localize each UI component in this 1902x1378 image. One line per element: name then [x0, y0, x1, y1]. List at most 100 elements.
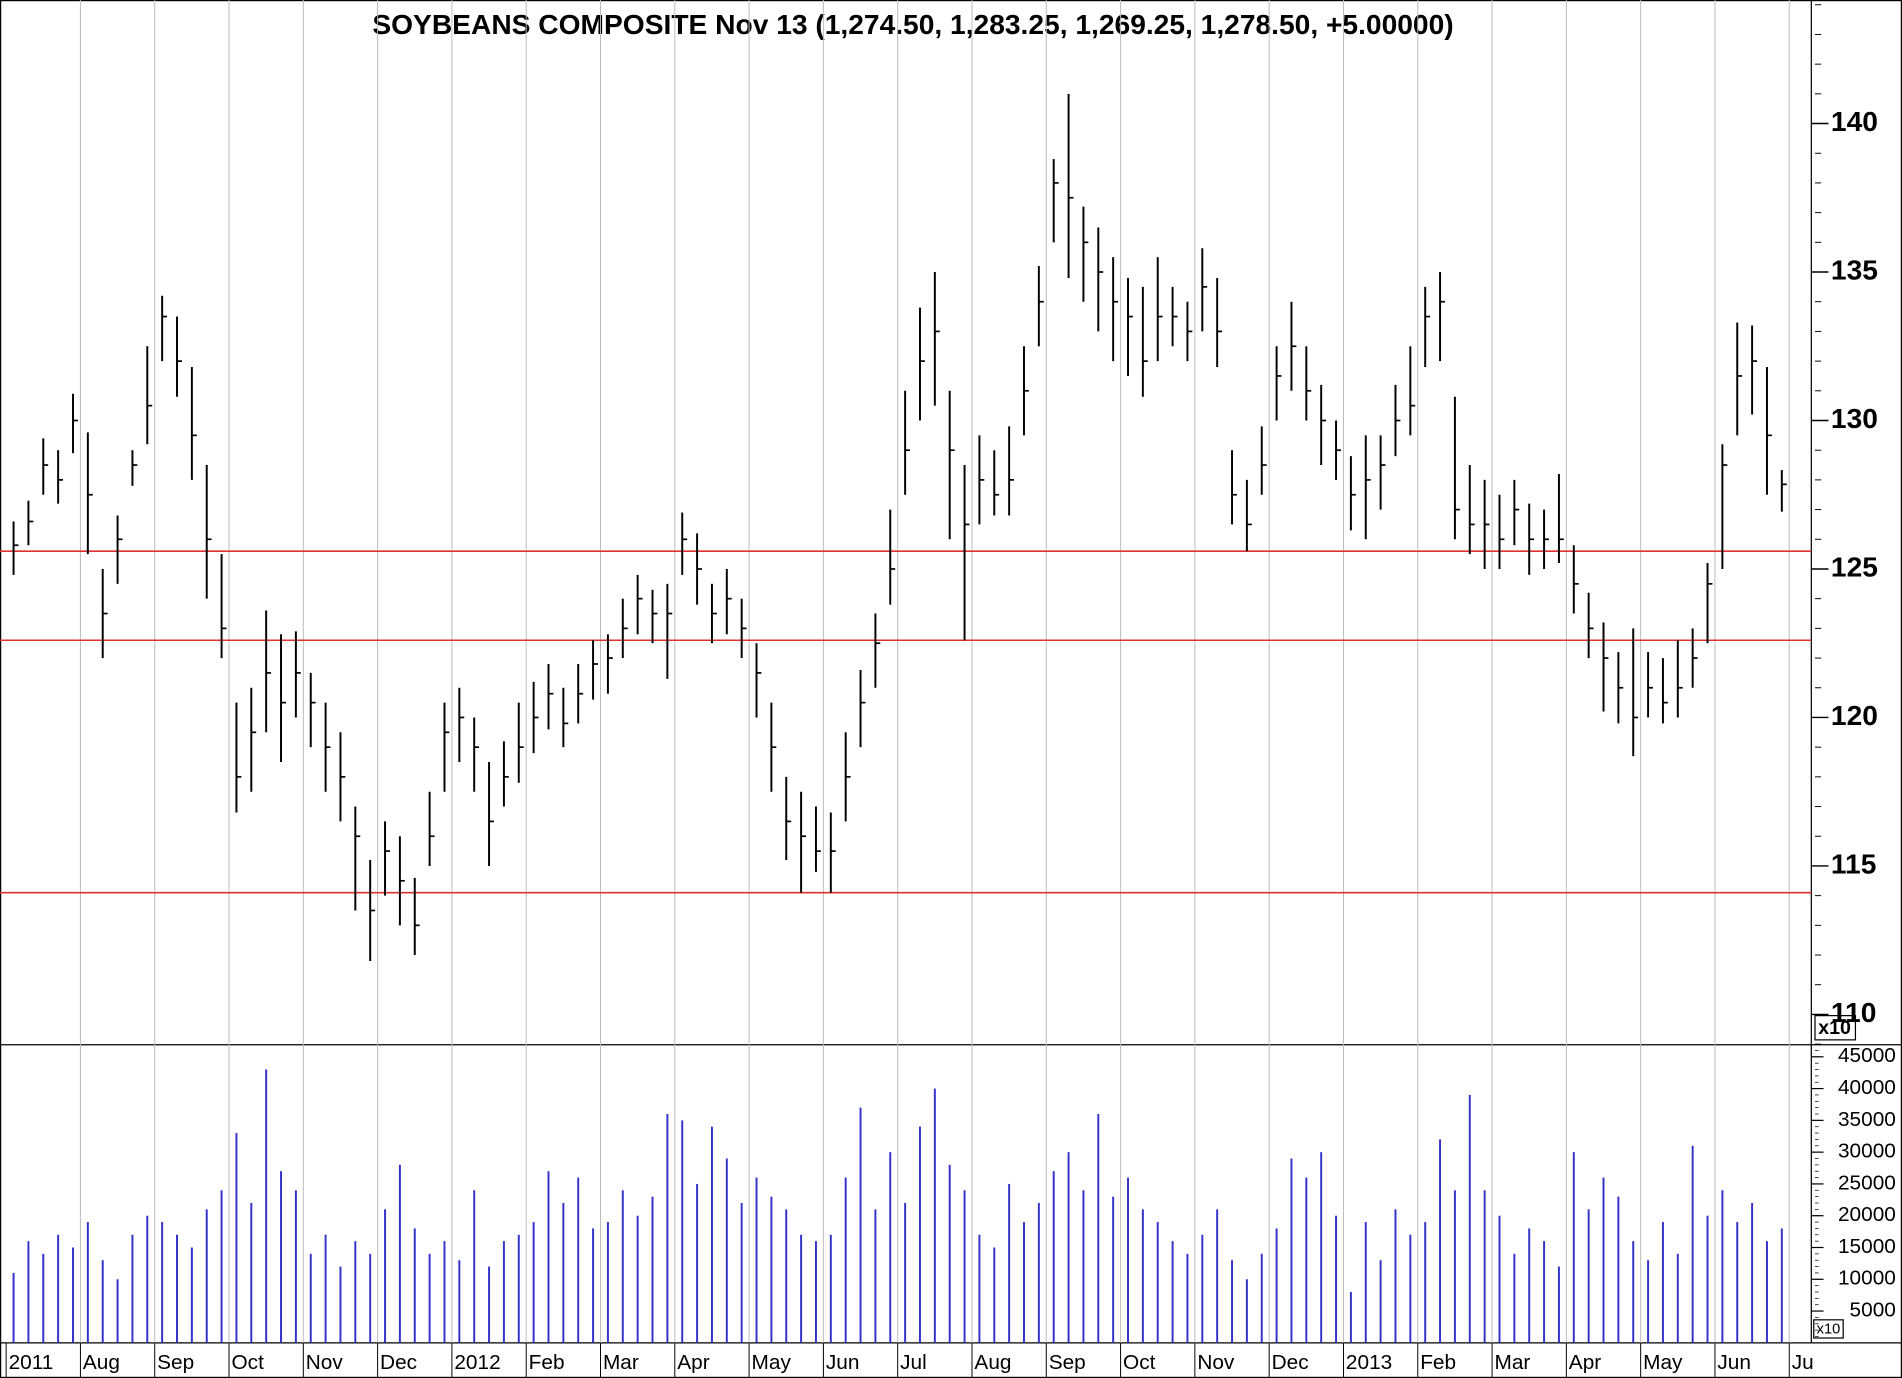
y-tick-label: 115 [1831, 848, 1876, 879]
x-tick-label: Jun [1717, 1351, 1751, 1374]
volume-bar [1349, 1291, 1352, 1343]
volume-bar [1706, 1215, 1709, 1343]
y-tick-label: 30000 [1838, 1140, 1896, 1163]
volume-bar [161, 1222, 164, 1343]
x-tick-label: Apr [1569, 1351, 1602, 1374]
volume-bar [651, 1196, 654, 1343]
x-tick-label: Nov [306, 1351, 344, 1374]
volume-bar [1647, 1260, 1650, 1343]
volume-bar [116, 1279, 119, 1343]
volume-bar [725, 1158, 728, 1343]
volume-bar [1156, 1222, 1159, 1343]
volume-bar [681, 1120, 684, 1343]
volume-bar [1379, 1260, 1382, 1343]
volume-bar [369, 1253, 372, 1343]
volume-bar [384, 1209, 387, 1343]
volume-bar [696, 1183, 699, 1343]
volume-bar [354, 1241, 357, 1343]
volume-bar [562, 1202, 565, 1343]
volume-bar [1008, 1183, 1011, 1343]
volume-bar [1721, 1190, 1724, 1343]
volume-bar [1543, 1241, 1546, 1343]
y-tick-label: 140 [1831, 106, 1878, 137]
volume-bar [814, 1241, 817, 1343]
volume-bar [592, 1228, 595, 1343]
volume-bar [1067, 1152, 1070, 1343]
volume-bar [458, 1260, 461, 1343]
volume-bar [280, 1171, 283, 1343]
volume-bar [428, 1253, 431, 1343]
chart-title: SOYBEANS COMPOSITE Nov 13 (1,274.50, 1,2… [372, 9, 1453, 40]
volume-bar [1587, 1209, 1590, 1343]
volume-bar [844, 1177, 847, 1343]
volume-bar [1037, 1202, 1040, 1343]
volume-bar [235, 1133, 238, 1343]
volume-bar [443, 1241, 446, 1343]
volume-bar [889, 1152, 892, 1343]
volume-bar [785, 1209, 788, 1343]
volume-bar [1052, 1171, 1055, 1343]
x-tick-label: Aug [974, 1351, 1011, 1374]
y-multiplier: x10 [1818, 1017, 1851, 1039]
volume-bar [1335, 1215, 1338, 1343]
volume-bar [740, 1202, 743, 1343]
y-tick-label: 45000 [1838, 1044, 1896, 1067]
multiplier-box [1813, 1319, 1844, 1339]
volume-bar [1498, 1215, 1501, 1343]
volume-bar [27, 1241, 30, 1343]
volume-bar [948, 1164, 951, 1343]
y-tick-label: 135 [1831, 255, 1878, 286]
volume-bar [265, 1069, 268, 1343]
volume-bar [413, 1228, 416, 1343]
volume-bar [131, 1234, 134, 1343]
x-tick-label: 2011 [9, 1351, 54, 1374]
volume-bar [294, 1190, 297, 1343]
volume-bar [250, 1202, 253, 1343]
x-tick-label: Aug [83, 1351, 120, 1374]
volume-bar [532, 1222, 535, 1343]
volume-bar [755, 1177, 758, 1343]
volume-bar [636, 1215, 639, 1343]
volume-bar [86, 1222, 89, 1343]
volume-bar [42, 1253, 45, 1343]
volume-bar [398, 1164, 401, 1343]
x-tick-label: Sep [1049, 1351, 1086, 1374]
volume-bar [220, 1190, 223, 1343]
x-tick-label: Sep [157, 1351, 194, 1374]
volume-bar [621, 1190, 624, 1343]
x-tick-label: Jul [900, 1351, 927, 1374]
volume-bar [1528, 1228, 1531, 1343]
volume-bar [1632, 1241, 1635, 1343]
volume-bar [993, 1247, 996, 1343]
multiplier-box [1814, 1015, 1857, 1041]
volume-bar [473, 1190, 476, 1343]
x-tick-label: May [1643, 1351, 1683, 1374]
volume-bar [205, 1209, 208, 1343]
volume-bar [488, 1266, 491, 1343]
volume-bar [1765, 1241, 1768, 1343]
volume-bar [1082, 1190, 1085, 1343]
y-tick-label: 110 [1831, 997, 1876, 1028]
volume-bar [978, 1234, 981, 1343]
volume-bar [710, 1126, 713, 1343]
volume-bar [1290, 1158, 1293, 1343]
volume-bar [57, 1234, 60, 1343]
volume-bar [1483, 1190, 1486, 1343]
volume-bar [1394, 1209, 1397, 1343]
volume-bar [606, 1222, 609, 1343]
x-tick-label: Feb [529, 1351, 565, 1374]
volume-bar [829, 1234, 832, 1343]
volume-bar [1780, 1228, 1783, 1343]
x-tick-label: 2012 [454, 1351, 500, 1374]
volume-bar [1424, 1222, 1427, 1343]
x-tick-label: Oct [1123, 1351, 1156, 1374]
volume-bar [1736, 1222, 1739, 1343]
volume-bar [72, 1247, 74, 1343]
y-tick-label: 125 [1831, 551, 1878, 582]
volume-bar [1275, 1228, 1278, 1343]
volume-multiplier: x10 [1817, 1321, 1841, 1337]
volume-bar [1216, 1209, 1219, 1343]
volume-bar [1231, 1260, 1234, 1343]
